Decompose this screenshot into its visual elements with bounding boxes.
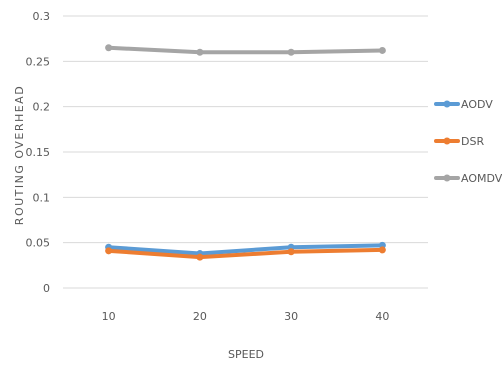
x-axis-title: SPEED xyxy=(228,348,264,361)
series-line-aodv xyxy=(106,243,385,256)
x-tick-label: 40 xyxy=(375,310,389,323)
legend-marker-aomdv xyxy=(443,174,451,182)
series-line-dsr xyxy=(106,247,385,260)
data-point-aomdv xyxy=(287,48,295,56)
legend-marker-aodv xyxy=(443,100,451,108)
legend-label-dsr: DSR xyxy=(461,135,484,148)
x-tick-label: 30 xyxy=(284,310,298,323)
data-point-aomdv xyxy=(105,44,113,52)
x-tick-label: 20 xyxy=(193,310,207,323)
data-point-dsr xyxy=(105,247,113,255)
y-tick-labels: 0 0.05 0.1 0.15 0.2 0.25 0.3 xyxy=(26,10,51,295)
data-point-dsr xyxy=(287,248,295,256)
y-tick-label: 0.3 xyxy=(33,10,51,23)
y-tick-label: 0.25 xyxy=(26,55,51,68)
y-tick-label: 0 xyxy=(43,282,50,295)
x-tick-label: 10 xyxy=(102,310,116,323)
x-tick-labels: 10 20 30 40 xyxy=(102,310,390,323)
series-dsr xyxy=(105,246,386,261)
series-layer xyxy=(105,44,386,261)
grid-layer xyxy=(63,15,428,289)
legend-marker-dsr xyxy=(443,137,451,145)
series-line-aomdv xyxy=(106,45,385,55)
legend-entry-dsr: DSR xyxy=(434,135,484,148)
y-tick-label: 0.2 xyxy=(33,101,51,114)
legend-label-aomdv: AOMDV xyxy=(461,172,502,185)
series-aomdv xyxy=(105,44,386,56)
legend-label-aodv: AODV xyxy=(461,98,493,111)
y-tick-label: 0.15 xyxy=(26,146,51,159)
y-tick-label: 0.05 xyxy=(26,237,51,250)
data-point-aomdv xyxy=(378,46,386,54)
data-point-dsr xyxy=(196,253,204,261)
data-point-aomdv xyxy=(196,48,204,56)
legend-entry-aodv: AODV xyxy=(434,98,493,111)
y-tick-label: 0.1 xyxy=(33,191,51,204)
y-axis-title: ROUTING OVERHEAD xyxy=(13,85,26,225)
data-point-dsr xyxy=(378,246,386,254)
legend-entry-aomdv: AOMDV xyxy=(434,172,502,185)
legend: AODV DSR AOMDV xyxy=(434,98,502,185)
